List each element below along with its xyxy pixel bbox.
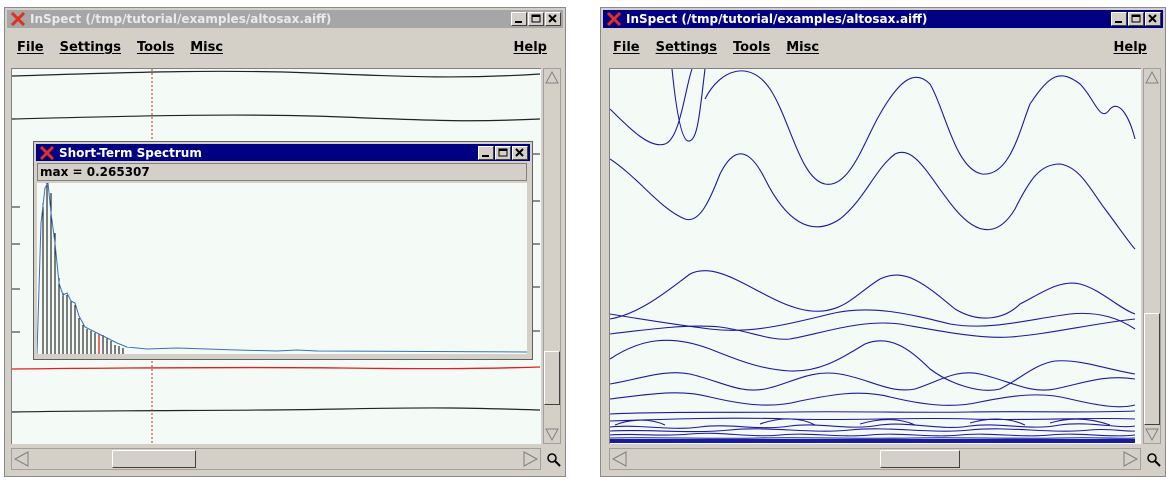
horizontal-scroll-thumb[interactable] [880,450,960,468]
title-bar[interactable]: InSpect (/tmp/tutorial/examples/altosax.… [603,10,1163,28]
scroll-down-arrow-icon[interactable] [544,427,560,443]
menu-tools[interactable]: Tools [136,39,175,55]
window-title: InSpect (/tmp/tutorial/examples/altosax.… [626,12,928,26]
x-logo-icon [10,12,26,26]
zoom-icon[interactable] [546,452,562,468]
trace-line [12,70,540,78]
frequency-track [610,372,1136,391]
scroll-up-arrow-icon[interactable] [544,69,560,85]
horizontal-scrollbar[interactable] [11,448,541,470]
frequency-track [671,69,706,142]
menu-settings[interactable]: Settings [59,39,121,55]
vertical-scrollbar[interactable] [543,68,561,444]
scroll-left-arrow-icon[interactable] [610,449,630,469]
frequency-track [610,392,1136,408]
maximize-icon[interactable] [495,146,511,160]
maximize-icon[interactable] [1128,12,1144,26]
frequency-tracks-canvas[interactable] [609,68,1141,444]
close-icon[interactable] [512,146,528,160]
menu-settings[interactable]: Settings [655,39,717,55]
spectrum-plot[interactable] [37,183,527,354]
zoom-icon[interactable] [1146,452,1162,468]
x-logo-icon [39,145,55,160]
inspect-window-left: InSpect (/tmp/tutorial/examples/altosax.… [4,7,566,477]
horizontal-scrollbar[interactable] [609,448,1141,470]
frequency-track [610,69,693,146]
menu-bar: File Settings Tools Misc Help [7,32,563,62]
max-value-label: max = 0.265307 [37,163,527,181]
minimize-icon[interactable] [478,146,494,160]
minimize-icon[interactable] [511,12,527,26]
spectrum-title-bar[interactable]: Short-Term Spectrum [36,144,530,161]
close-icon[interactable] [1145,12,1161,26]
scroll-right-arrow-icon[interactable] [520,449,540,469]
frequency-track [704,70,1136,185]
menu-misc[interactable]: Misc [786,39,820,55]
menu-file[interactable]: File [613,39,640,55]
menu-bar: File Settings Tools Misc Help [603,32,1163,62]
scroll-right-arrow-icon[interactable] [1120,449,1140,469]
scroll-down-arrow-icon[interactable] [1144,427,1160,443]
title-bar[interactable]: InSpect (/tmp/tutorial/examples/altosax.… [7,10,563,28]
frequency-track [610,309,1136,331]
x-logo-icon [606,12,622,26]
spectrum-title: Short-Term Spectrum [59,145,202,160]
window-title: InSpect (/tmp/tutorial/examples/altosax.… [30,12,332,26]
scroll-up-arrow-icon[interactable] [1144,69,1160,85]
maximize-icon[interactable] [528,12,544,26]
trace-line [12,114,540,122]
menu-tools[interactable]: Tools [732,39,771,55]
menu-help[interactable]: Help [513,39,547,55]
menu-file[interactable]: File [17,39,44,55]
frequency-track [610,339,1136,391]
scroll-left-arrow-icon[interactable] [12,449,32,469]
horizontal-scroll-thumb[interactable] [112,450,196,468]
vertical-scroll-thumb[interactable] [544,351,560,405]
frequency-track [610,151,1136,250]
short-term-spectrum-window: Short-Term Spectrum max = 0.265307 [33,141,533,360]
frequency-track [610,270,1136,320]
vertical-scroll-thumb[interactable] [1144,313,1160,425]
inspect-window-right: InSpect (/tmp/tutorial/examples/altosax.… [600,7,1166,477]
frequency-track [610,318,1136,340]
trace-line [12,407,540,413]
trace-line [12,366,540,370]
menu-misc[interactable]: Misc [190,39,224,55]
vertical-scrollbar[interactable] [1143,68,1161,444]
close-icon[interactable] [545,12,561,26]
menu-help[interactable]: Help [1113,39,1147,55]
minimize-icon[interactable] [1111,12,1127,26]
